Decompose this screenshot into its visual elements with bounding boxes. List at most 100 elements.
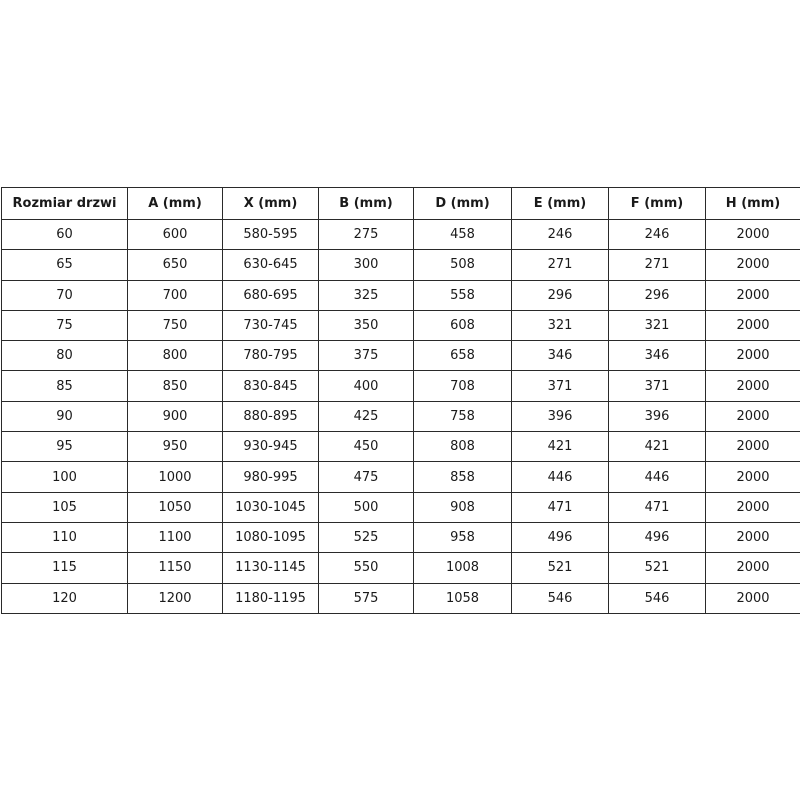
table-cell: 296 bbox=[511, 279, 609, 311]
table-cell: 908 bbox=[413, 491, 512, 523]
table-cell: 950 bbox=[127, 431, 223, 463]
table-cell: 90 bbox=[1, 400, 128, 433]
table-row: 65 650 630-645 300 508 271 271 2000 bbox=[1, 249, 800, 281]
table-cell: 2000 bbox=[705, 279, 800, 311]
table-cell: 750 bbox=[127, 309, 223, 342]
table-cell: 350 bbox=[318, 309, 414, 342]
table-row: 75 750 730-745 350 608 321 321 2000 bbox=[1, 309, 800, 342]
table-cell: 521 bbox=[511, 552, 609, 584]
table-cell: 1180-1195 bbox=[222, 582, 319, 614]
table-cell: 2000 bbox=[705, 370, 800, 402]
table-cell: 400 bbox=[318, 370, 414, 402]
table-cell: 496 bbox=[608, 521, 706, 554]
table-cell: 2000 bbox=[705, 552, 800, 584]
table-cell: 271 bbox=[608, 249, 706, 281]
table-cell: 2000 bbox=[705, 309, 800, 342]
table-cell: 246 bbox=[608, 218, 706, 251]
table-cell: 396 bbox=[511, 400, 609, 433]
table-cell: 95 bbox=[1, 431, 128, 463]
table-cell: 120 bbox=[1, 582, 128, 614]
table-cell: 2000 bbox=[705, 400, 800, 433]
table-row: 105 1050 1030-1045 500 908 471 471 2000 bbox=[1, 491, 800, 523]
table-cell: 475 bbox=[318, 461, 414, 493]
table-cell: 446 bbox=[608, 461, 706, 493]
table-cell: 1200 bbox=[127, 582, 223, 614]
table-cell: 100 bbox=[1, 461, 128, 493]
column-header: F (mm) bbox=[608, 187, 706, 220]
table-cell: 346 bbox=[608, 340, 706, 372]
table-cell: 2000 bbox=[705, 431, 800, 463]
table-cell: 2000 bbox=[705, 582, 800, 614]
column-header: H (mm) bbox=[705, 187, 800, 220]
table-cell: 830-845 bbox=[222, 370, 319, 402]
table-cell: 546 bbox=[608, 582, 706, 614]
table-cell: 421 bbox=[511, 431, 609, 463]
table-cell: 1050 bbox=[127, 491, 223, 523]
table-cell: 600 bbox=[127, 218, 223, 251]
table-cell: 115 bbox=[1, 552, 128, 584]
table-cell: 730-745 bbox=[222, 309, 319, 342]
table-cell: 630-645 bbox=[222, 249, 319, 281]
table-cell: 471 bbox=[608, 491, 706, 523]
table-row: 95 950 930-945 450 808 421 421 2000 bbox=[1, 431, 800, 463]
table-row: 80 800 780-795 375 658 346 346 2000 bbox=[1, 340, 800, 372]
table-cell: 850 bbox=[127, 370, 223, 402]
table-cell: 396 bbox=[608, 400, 706, 433]
table-row: 60 600 580-595 275 458 246 246 2000 bbox=[1, 218, 800, 251]
table-cell: 2000 bbox=[705, 218, 800, 251]
table-cell: 525 bbox=[318, 521, 414, 554]
table-cell: 508 bbox=[413, 249, 512, 281]
column-header: B (mm) bbox=[318, 187, 414, 220]
table-cell: 980-995 bbox=[222, 461, 319, 493]
door-size-table: Rozmiar drzwi A (mm) X (mm) B (mm) D (mm) E (… bbox=[1, 187, 800, 614]
table-cell: 521 bbox=[608, 552, 706, 584]
table-cell: 346 bbox=[511, 340, 609, 372]
table-cell: 246 bbox=[511, 218, 609, 251]
table-cell: 800 bbox=[127, 340, 223, 372]
table-cell: 1008 bbox=[413, 552, 512, 584]
table-cell: 1080-1095 bbox=[222, 521, 319, 554]
table-cell: 880-895 bbox=[222, 400, 319, 433]
table-cell: 496 bbox=[511, 521, 609, 554]
column-header: A (mm) bbox=[127, 187, 223, 220]
column-header: D (mm) bbox=[413, 187, 512, 220]
table-cell: 371 bbox=[608, 370, 706, 402]
table-cell: 471 bbox=[511, 491, 609, 523]
table-cell: 60 bbox=[1, 218, 128, 251]
table-cell: 680-695 bbox=[222, 279, 319, 311]
table-row: 70 700 680-695 325 558 296 296 2000 bbox=[1, 279, 800, 311]
table-cell: 2000 bbox=[705, 521, 800, 554]
table-cell: 371 bbox=[511, 370, 609, 402]
table-cell: 458 bbox=[413, 218, 512, 251]
table-row: 85 850 830-845 400 708 371 371 2000 bbox=[1, 370, 800, 402]
table-cell: 2000 bbox=[705, 340, 800, 372]
table-cell: 700 bbox=[127, 279, 223, 311]
table-cell: 958 bbox=[413, 521, 512, 554]
table-cell: 300 bbox=[318, 249, 414, 281]
table-row: 115 1150 1130-1145 550 1008 521 521 2000 bbox=[1, 552, 800, 584]
table-cell: 1100 bbox=[127, 521, 223, 554]
table-row: 90 900 880-895 425 758 396 396 2000 bbox=[1, 400, 800, 433]
table-cell: 1130-1145 bbox=[222, 552, 319, 584]
table-cell: 608 bbox=[413, 309, 512, 342]
table-cell: 65 bbox=[1, 249, 128, 281]
table-cell: 558 bbox=[413, 279, 512, 311]
table-cell: 2000 bbox=[705, 461, 800, 493]
header-row: Rozmiar drzwi A (mm) X (mm) B (mm) D (mm) E (… bbox=[1, 187, 800, 220]
column-header: X (mm) bbox=[222, 187, 319, 220]
table-cell: 858 bbox=[413, 461, 512, 493]
table-cell: 375 bbox=[318, 340, 414, 372]
table-cell: 758 bbox=[413, 400, 512, 433]
table-cell: 450 bbox=[318, 431, 414, 463]
table-cell: 110 bbox=[1, 521, 128, 554]
table-cell: 500 bbox=[318, 491, 414, 523]
table-cell: 421 bbox=[608, 431, 706, 463]
table-cell: 546 bbox=[511, 582, 609, 614]
table-row: 100 1000 980-995 475 858 446 446 2000 bbox=[1, 461, 800, 493]
table-cell: 446 bbox=[511, 461, 609, 493]
table-cell: 1000 bbox=[127, 461, 223, 493]
table-cell: 321 bbox=[511, 309, 609, 342]
table-cell: 80 bbox=[1, 340, 128, 372]
table-cell: 325 bbox=[318, 279, 414, 311]
table-cell: 575 bbox=[318, 582, 414, 614]
